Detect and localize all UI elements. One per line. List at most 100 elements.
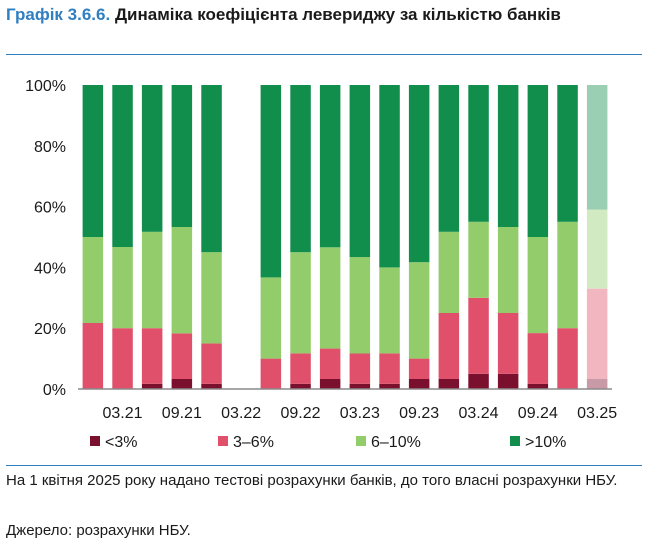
- bar-12.24: [557, 85, 578, 389]
- bar-segment: [319, 85, 341, 248]
- bar-segment: [527, 383, 549, 389]
- x-tick-label: 03.21: [102, 405, 142, 422]
- bar-segment: [497, 227, 519, 313]
- y-tick-label: 80%: [34, 139, 66, 156]
- bar-segment: [319, 379, 341, 389]
- bar-segment: [290, 353, 311, 384]
- bar-segment: [379, 267, 400, 354]
- bar-segment: [260, 358, 282, 389]
- bar-segment: [586, 209, 608, 289]
- bar-segment: [171, 227, 193, 334]
- bar-segment: [141, 231, 163, 329]
- bar-segment: [468, 373, 489, 389]
- y-tick-label: 0%: [43, 382, 66, 399]
- x-tick-label: 09.22: [280, 405, 320, 422]
- bar-12.21: [201, 85, 222, 389]
- y-tick-label: 100%: [25, 78, 66, 95]
- bar-12.23: [438, 85, 460, 389]
- bar-segment: [260, 85, 282, 278]
- x-tick-label: 03.25: [577, 405, 617, 422]
- bar-segment: [468, 221, 489, 298]
- bar-03.23: [349, 85, 371, 389]
- bar-segment: [112, 247, 133, 329]
- bar-12.20: [82, 85, 104, 389]
- bar-03.21: [112, 85, 133, 389]
- bar-segment: [82, 85, 104, 237]
- figure-title: Динаміка коефіцієнта левериджу за кількі…: [114, 5, 561, 24]
- bar-06.22: [260, 85, 282, 389]
- bar-segment: [408, 379, 430, 389]
- bar-segment: [260, 277, 282, 359]
- bar-segment: [468, 297, 489, 374]
- bar-segment: [527, 237, 549, 334]
- bar-segment: [349, 257, 371, 354]
- title-divider: [6, 54, 642, 55]
- bar-segment: [349, 353, 371, 384]
- bar-segment: [557, 85, 578, 222]
- bar-segment: [82, 237, 104, 323]
- y-axis: 0% 20% 40% 60% 80% 100%: [25, 78, 66, 399]
- figure-number: Графік 3.6.6.: [6, 5, 111, 24]
- x-tick-label: 03.24: [458, 405, 498, 422]
- bar-09.22: [290, 85, 311, 389]
- bar-segment: [141, 383, 163, 389]
- bar-segment: [497, 85, 519, 227]
- bar-segment: [438, 85, 460, 232]
- legend-label: >10%: [525, 434, 566, 451]
- bar-09.23: [408, 85, 430, 389]
- bar-segment: [557, 328, 578, 389]
- y-tick-label: 20%: [34, 321, 66, 338]
- footer-divider: [6, 465, 642, 466]
- bar-segment: [586, 288, 608, 379]
- bar-segment: [379, 85, 400, 268]
- bar-segment: [171, 379, 193, 389]
- bar-segment: [171, 333, 193, 379]
- bar-segment: [290, 85, 311, 253]
- bar-segment: [497, 313, 519, 374]
- bar-segment: [319, 247, 341, 349]
- bar-segment: [438, 379, 460, 389]
- legend-swatch: [510, 436, 520, 446]
- chart-title: Графік 3.6.6. Динаміка коефіцієнта левер…: [6, 4, 642, 26]
- bar-segment: [171, 85, 193, 227]
- x-tick-label: 03.22: [221, 405, 261, 422]
- legend-label: <3%: [105, 434, 137, 451]
- bar-segment: [112, 328, 133, 389]
- bar-segment: [438, 313, 460, 379]
- x-tick-label: 09.21: [162, 405, 202, 422]
- bar-segment: [349, 85, 371, 258]
- bar-segment: [468, 85, 489, 222]
- bar-segment: [201, 85, 222, 253]
- legend-swatch: [356, 436, 366, 446]
- x-axis: 03.21 09.21 03.22 09.22 03.23 09.23 03.24 09.24…: [78, 388, 617, 422]
- bar-segment: [586, 379, 608, 389]
- bar-segment: [349, 383, 371, 389]
- bar-segment: [497, 373, 519, 389]
- bar-09.21: [171, 85, 193, 389]
- y-tick-label: 40%: [34, 260, 66, 277]
- x-tick-label: 09.24: [518, 405, 558, 422]
- bar-segment: [112, 85, 133, 247]
- bar-segment: [290, 252, 311, 354]
- bar-09.24: [527, 85, 549, 389]
- bar-segment: [527, 333, 549, 384]
- legend-swatch: [90, 436, 100, 446]
- bar-segment: [586, 85, 608, 210]
- leverage-stacked-bar-chart: 0% 20% 40% 60% 80% 100% 03.21 09.21 03.22 09.22 0…: [25, 78, 617, 451]
- bar-06.24: [497, 85, 519, 389]
- legend: <3% 3–6% 6–10% >10%: [90, 434, 566, 451]
- y-tick-label: 60%: [34, 200, 66, 217]
- bar-03.24: [468, 85, 489, 389]
- bar-segment: [438, 231, 460, 313]
- bar-06.23: [379, 85, 400, 389]
- bar-segment: [319, 348, 341, 379]
- chart-source: Джерело: розрахунки НБУ.: [6, 522, 191, 539]
- bars: [82, 85, 608, 389]
- bar-segment: [527, 85, 549, 237]
- bar-segment: [201, 252, 222, 344]
- bar-segment: [408, 262, 430, 359]
- bar-segment: [201, 343, 222, 384]
- bar-03.25: [586, 85, 608, 389]
- bar-segment: [408, 85, 430, 263]
- bar-segment: [379, 383, 400, 389]
